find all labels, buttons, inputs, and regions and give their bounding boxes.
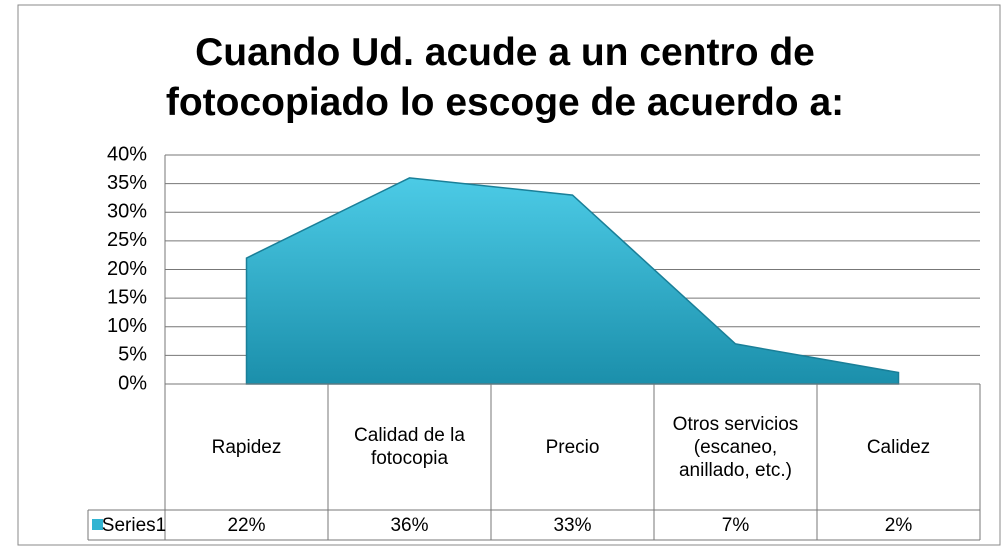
x-tick-label: Otros servicios (escaneo, anillado, etc.… [672, 413, 799, 481]
legend-swatch [92, 519, 103, 530]
x-tick-label: Calidez [866, 436, 931, 458]
legend-label: Series1 [101, 514, 167, 536]
data-label: 2% [884, 514, 913, 536]
chart-title: Cuando Ud. acude a un centro de fotocopi… [165, 31, 845, 124]
y-tick-label: 25% [107, 229, 147, 251]
y-tick-label: 15% [107, 286, 147, 308]
y-tick-label: 0% [118, 372, 147, 394]
y-tick-label: 5% [118, 344, 147, 366]
y-tick-label: 10% [107, 315, 147, 337]
data-label: 22% [227, 514, 266, 536]
x-tick-label: Rapidez [211, 436, 282, 458]
area [245, 177, 900, 385]
data-label: 33% [553, 514, 592, 536]
y-tick-label: 20% [107, 258, 147, 280]
x-tick-label: Precio [545, 436, 600, 458]
data-label: 36% [390, 514, 429, 536]
y-tick-label: 40% [107, 143, 147, 165]
y-tick-label: 30% [107, 201, 147, 223]
x-tick-label: Calidad de la fotocopia [354, 425, 465, 469]
y-tick-label: 35% [107, 172, 147, 194]
data-label: 7% [721, 514, 750, 536]
chart-border [17, 4, 1001, 546]
